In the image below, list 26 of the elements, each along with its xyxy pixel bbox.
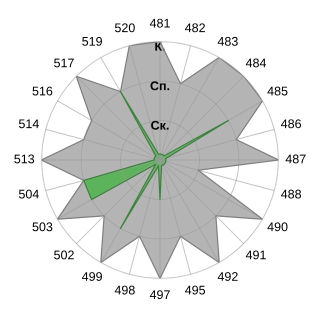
- spoke-label: 495: [185, 286, 206, 294]
- spoke-label: 492: [218, 272, 238, 281]
- spoke-label: 484: [246, 58, 266, 68]
- spoke-label: 498: [114, 286, 135, 294]
- spoke-label: 485: [267, 86, 288, 96]
- spoke-label: 503: [32, 222, 52, 232]
- spoke-label: 516: [32, 86, 52, 96]
- spoke-label: 519: [82, 36, 102, 46]
- spoke-label: 520: [114, 23, 135, 32]
- spoke-label: 513: [14, 154, 34, 164]
- spoke-label: 482: [185, 23, 205, 32]
- spoke-label: 486: [280, 119, 302, 128]
- spoke-label: 491: [246, 250, 266, 260]
- y-tick-label: Сп.: [150, 81, 170, 90]
- spoke-label: 502: [54, 250, 74, 260]
- spoke-label: 490: [267, 222, 288, 232]
- spoke-label: 517: [54, 58, 74, 68]
- spoke-label: 488: [280, 190, 302, 198]
- spoke-label: 481: [150, 18, 170, 28]
- spoke-label: 483: [218, 36, 238, 46]
- spoke-label: 514: [18, 119, 39, 128]
- spoke-label: 487: [286, 154, 306, 164]
- spoke-label: 499: [82, 272, 102, 281]
- spoke-label: 497: [150, 290, 170, 300]
- spoke-label: 504: [18, 190, 39, 198]
- y-tick-label: Ск.: [151, 120, 169, 130]
